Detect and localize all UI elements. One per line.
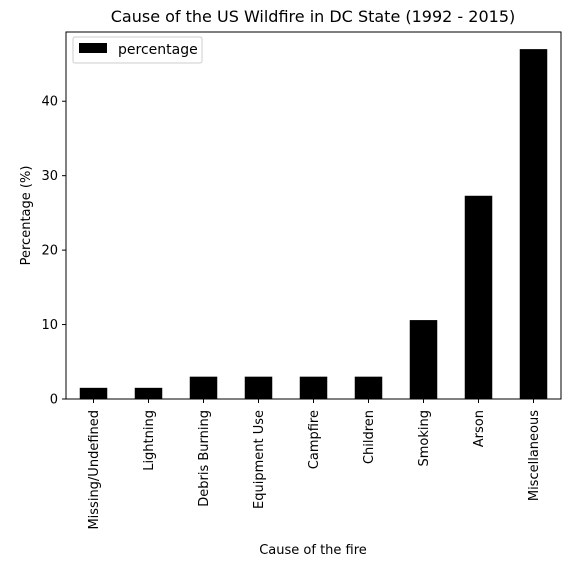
x-tick-label: Equipment Use [252,410,267,509]
y-axis-ticks: 0 10 20 30 40 [41,95,66,408]
bars-group [79,49,548,400]
bar-arson [464,195,493,399]
bar-smoking [409,320,438,399]
y-tick-label: 30 [41,169,58,184]
y-tick-label: 0 [50,393,58,408]
legend: percentage [72,36,203,64]
y-tick-label: 20 [41,244,58,259]
x-tick-label: Arson [472,410,487,447]
bar-equipment-use [244,376,273,399]
bar-children [354,376,383,399]
x-tick-label: Miscellaneous [527,410,542,501]
bar-campfire [299,376,328,399]
bar-lightning [134,387,163,399]
x-tick-label: Smoking [417,410,432,467]
x-axis-label: Cause of the fire [259,543,367,558]
y-axis-label: Percentage (%) [19,166,34,266]
x-tick-label: Missing/Undefined [87,410,102,530]
x-axis-ticks: Missing/Undefined Lightning Debris Burning… [87,399,542,530]
legend-swatch [79,43,107,53]
x-tick-label: Lightning [142,410,157,471]
x-tick-label: Debris Burning [197,410,212,507]
bar-miscellaneous [519,49,548,400]
x-tick-label: Children [362,410,377,464]
chart-title: Cause of the US Wildfire in DC State (19… [111,7,516,26]
bar-debris-burning [189,376,218,399]
y-tick-label: 10 [41,318,58,333]
y-tick-label: 40 [41,95,58,110]
bar-missing-undefined [79,387,108,399]
x-tick-label: Campfire [307,410,322,469]
plot-frame [65,31,562,400]
legend-label: percentage [118,42,198,58]
